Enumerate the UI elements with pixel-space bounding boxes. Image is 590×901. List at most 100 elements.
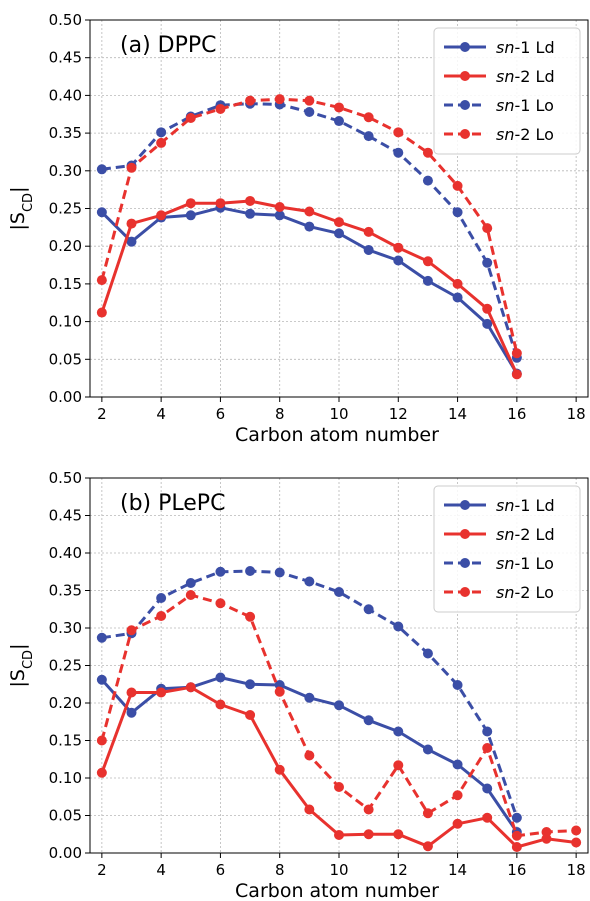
- panel-1-series-4-point-4: [215, 103, 226, 114]
- panel-1-ytick-label-7: 0.35: [49, 124, 82, 142]
- panel-2-series-1-point-1: [126, 707, 137, 718]
- panel-1-series-3-point-10: [393, 147, 404, 158]
- panel-1-legend-marker-4: [460, 129, 470, 139]
- panel-1-series-4-point-6: [274, 94, 285, 105]
- panel-1-series-4-point-5: [245, 95, 256, 106]
- panel-2-legend-marker-3: [460, 558, 470, 568]
- panel-2-series-1-point-8: [334, 700, 344, 711]
- panel-1-series-4-point-14: [511, 348, 522, 359]
- panel-2-series-4: [96, 590, 582, 841]
- panel-1-series-1-point-9: [363, 244, 374, 255]
- panel-1-xtick-label-1: 4: [156, 405, 166, 423]
- panel-2-ytick-label-4: 0.20: [49, 694, 82, 712]
- panel-2-ytick-label-0: 0.00: [49, 844, 82, 862]
- panel-1-ytick-label-4: 0.20: [49, 237, 82, 255]
- panel-2-series-2-point-8: [334, 830, 344, 840]
- panel-2-series-4-point-10: [393, 760, 404, 771]
- panel-2-series-1-point-12: [452, 759, 463, 770]
- panel-1-xtick-label-8: 18: [567, 405, 586, 423]
- panel-2-series-1-point-13: [482, 783, 493, 794]
- panel-1-series-4-point-10: [393, 127, 404, 138]
- panel-1-xtick-label-5: 12: [389, 405, 408, 423]
- panel-2-series-4-point-4: [215, 598, 226, 609]
- panel-1-series-2-point-11: [422, 256, 433, 267]
- panel-1-series-4-point-11: [422, 147, 433, 158]
- panel-2-series-4-point-1: [126, 625, 137, 636]
- panel-2-series-4-point-7: [304, 750, 315, 761]
- panel-1-series-2-point-10: [393, 242, 404, 253]
- panel-2-series-2-point-3: [185, 682, 196, 693]
- panel-1-legend-label-2: sn-2 Ld: [496, 67, 555, 86]
- panel-2-legend-marker-4: [460, 587, 470, 597]
- panel-2-series-2-point-2: [156, 687, 167, 698]
- panel-2-series-1-point-9: [363, 715, 374, 726]
- panel-1-xtick-label-3: 8: [275, 405, 285, 423]
- panel-2-legend-marker-2: [460, 529, 470, 539]
- panel-1-series-3-point-11: [422, 175, 433, 186]
- panel-2-series-4-point-9: [363, 804, 374, 815]
- panel-2-series-2-point-12: [452, 818, 463, 829]
- panel-1-series-4-point-2: [156, 137, 167, 148]
- panel-2-xtick-label-1: 4: [156, 861, 166, 879]
- panel-2-xtick-label-7: 16: [507, 861, 526, 879]
- panel-1-series-2-point-2: [156, 210, 167, 221]
- panel-1-xtick-label-4: 10: [329, 405, 348, 423]
- panel-2-legend-label-1: sn-1 Ld: [496, 496, 555, 515]
- panel-2-series-4-point-11: [422, 808, 433, 819]
- panel-1-xtick-label-2: 6: [216, 405, 226, 423]
- panel-2-series-2-point-4: [215, 699, 226, 710]
- panel-2-series-2-point-5: [245, 710, 256, 720]
- panel-1-title: (a) DPPC: [120, 33, 216, 58]
- panel-1-series-1-point-8: [334, 228, 344, 239]
- panel-2-series-3-point-4: [215, 566, 226, 577]
- panel-2-series-3-point-14: [511, 812, 522, 823]
- panel-1-ytick-label-9: 0.45: [49, 49, 82, 67]
- panel-1-series-2-point-3: [185, 198, 196, 209]
- panel-2-xtick-label-3: 8: [275, 861, 285, 879]
- panel-2-ylabel: |SCD|: [7, 644, 36, 688]
- panel-1-series-3-point-12: [452, 207, 463, 218]
- panel-2-series-4-point-8: [334, 782, 344, 792]
- panel-2-series-1-point-10: [393, 726, 404, 737]
- panel-1-series-2-point-9: [363, 226, 374, 237]
- panel-1-series-2-point-5: [245, 195, 256, 206]
- panel-2-series-4-point-0: [96, 735, 107, 746]
- panel-1-series-3-point-2: [156, 127, 167, 138]
- panel-2-series-3-point-2: [156, 593, 167, 603]
- panel-1-series-4-point-12: [452, 180, 463, 191]
- panel-1-legend-marker-1: [460, 42, 470, 52]
- panel-1-legend-label-3: sn-1 Lo: [496, 96, 554, 115]
- panel-2-legend-label-4: sn-2 Lo: [496, 583, 554, 602]
- panel-2-series-3-point-9: [363, 604, 374, 615]
- panel-1-series-2-point-0: [96, 307, 107, 318]
- panel-1: 2 4 6 8 10 12 14 16 18 0.00 0.05 0.10 0.15 0.20 0.25 0.…: [7, 11, 589, 446]
- panel-1-series-4: [96, 94, 522, 359]
- panel-1-series-2-point-7: [304, 206, 315, 217]
- panel-2-ytick-label-10: 0.50: [49, 469, 82, 487]
- panel-2-series-1-point-4: [215, 672, 226, 683]
- panel-1-legend: sn-1 Ld sn-2 Ld sn-1 Lo sn-2 Lo: [433, 27, 581, 155]
- panel-1-legend-box: [433, 27, 581, 155]
- panel-2-series-4-point-3: [185, 590, 196, 600]
- panel-2-series-4-point-14: [511, 830, 522, 841]
- panel-1-series-4-point-7: [304, 95, 315, 106]
- panel-1-ytick-label-10: 0.50: [49, 11, 82, 29]
- panel-2-series-2-point-9: [363, 829, 374, 840]
- panel-2-ytick-label-3: 0.15: [49, 732, 82, 750]
- panel-1-series-4-point-13: [482, 223, 493, 234]
- panel-2-series-2-point-0: [96, 767, 107, 778]
- panel-2-xtick-label-4: 10: [329, 861, 348, 879]
- panel-1-series-3-point-9: [363, 131, 374, 142]
- panel-1-series-4-point-1: [126, 162, 137, 173]
- panel-1-series-1: [96, 202, 522, 379]
- panel-2-series-1: [96, 672, 522, 837]
- panel-2-series-4-point-12: [452, 790, 463, 801]
- panel-2-title: (b) PLePC: [120, 491, 225, 516]
- panel-1-legend-label-1: sn-1 Ld: [496, 38, 555, 57]
- panel-2-series-3-point-13: [482, 726, 493, 737]
- panel-1-series-1-point-1: [126, 236, 137, 247]
- panel-2-series-3-point-3: [185, 578, 196, 588]
- panel-1-legend-marker-3: [460, 100, 470, 110]
- panel-1-xtick-label-7: 16: [507, 405, 526, 423]
